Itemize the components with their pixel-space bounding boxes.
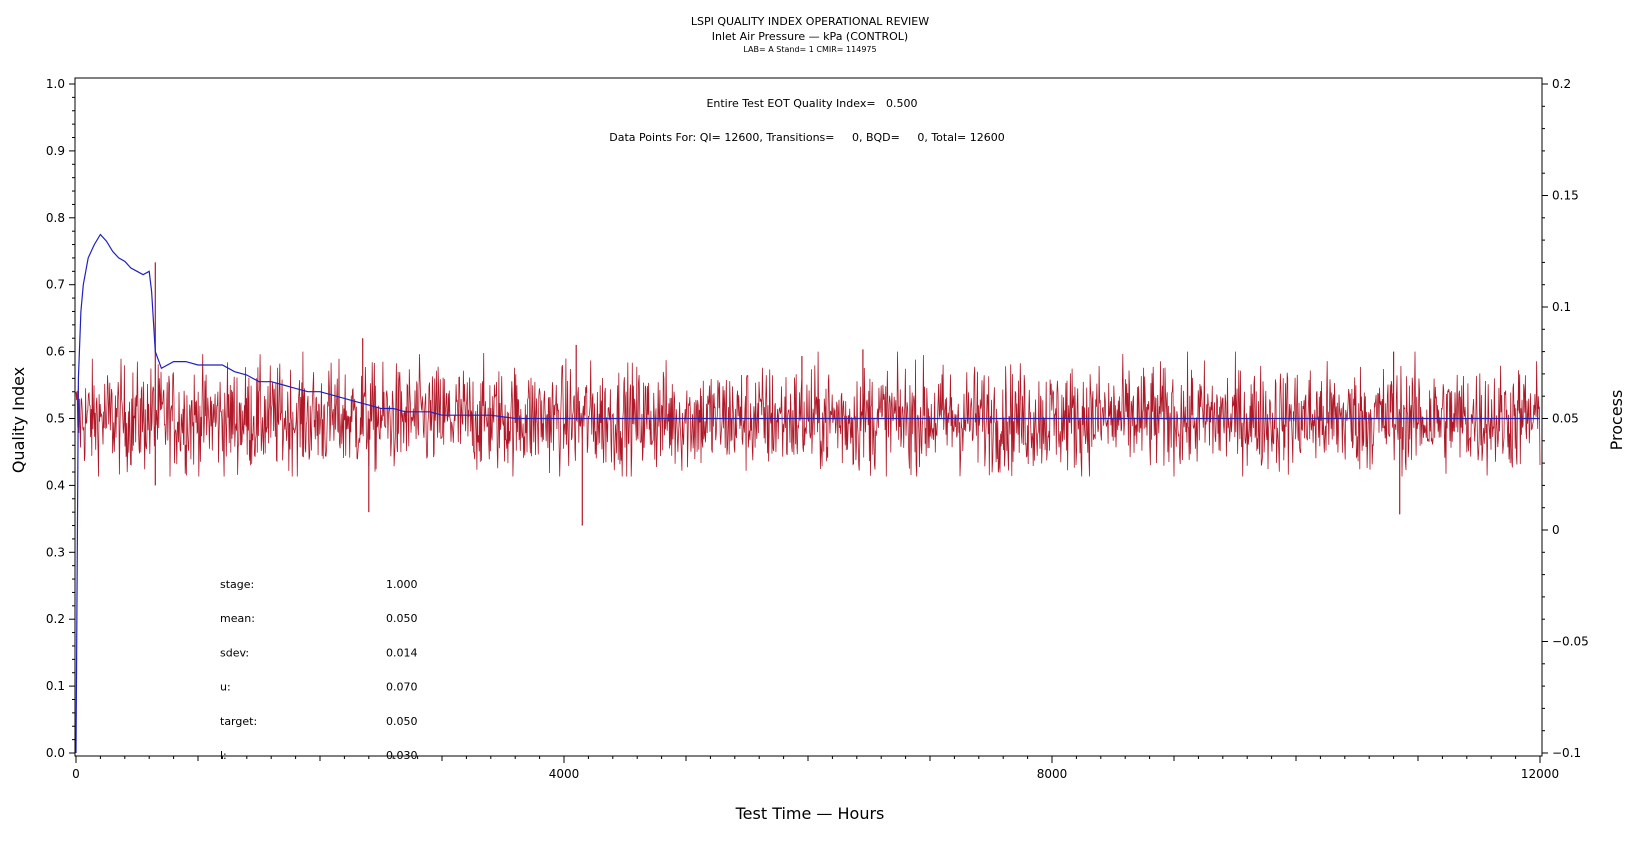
y-left-tick-label: 0.9 (46, 144, 65, 158)
y-right-tick-label: 0 (1552, 523, 1560, 537)
chart-subtitle: Inlet Air Pressure — kPa (CONTROL) (712, 30, 908, 43)
stat-label: mean: (220, 612, 255, 625)
stat-label: target: (220, 715, 257, 728)
stat-label: sdev: (220, 646, 249, 659)
series-layer (75, 233, 1541, 754)
y-right-tick-label: 0.1 (1552, 300, 1571, 314)
y-left-tick-label: 0.2 (46, 612, 65, 626)
stat-label: u: (220, 681, 231, 694)
stat-value: 1.000 (386, 578, 418, 591)
y-right-tick-label: 0.2 (1552, 77, 1571, 91)
stat-label: stage: (220, 578, 254, 591)
stat-value: 0.050 (386, 715, 418, 728)
y-left-tick-label: 0.3 (46, 545, 65, 559)
stat-label: l: (220, 749, 227, 762)
stat-value: 0.014 (386, 646, 418, 659)
y-right-tick-label: 0.05 (1552, 412, 1579, 426)
x-axis-label: Test Time — Hours (735, 804, 885, 823)
axes-layer: 0 4000 8000 12000 0.0 0.1 0.2 0.3 0.4 0.5 0.6 0.7 0.… (46, 77, 1589, 781)
stats-panel: stage: 1.000 mean: 0.050 sdev: 0.014 u: 0.070 ta… (220, 578, 418, 762)
x-tick-label: 4000 (549, 767, 580, 781)
data-points-annotation: Data Points For: QI= 12600, Transitions=… (609, 131, 1004, 144)
x-tick-label: 0 (72, 767, 80, 781)
quality-index-annotation: Entire Test EOT Quality Index= 0.500 (706, 97, 917, 110)
x-tick-label: 8000 (1037, 767, 1068, 781)
y-right-tick-label: −0.05 (1552, 635, 1589, 649)
y-left-tick-label: 0.5 (46, 412, 65, 426)
y-left-tick-label: 0.0 (46, 746, 65, 760)
stat-value: 0.050 (386, 612, 418, 625)
y-right-tick-label: 0.15 (1552, 189, 1579, 203)
y-left-tick-label: 0.1 (46, 679, 65, 693)
process-series-line (75, 351, 1541, 477)
chart-subtitle-lab: LAB= A Stand= 1 CMIR= 114975 (743, 45, 876, 54)
y-axis-right-label: Process (1607, 390, 1626, 451)
y-left-tick-label: 0.8 (46, 211, 65, 225)
x-tick-label: 12000 (1521, 767, 1559, 781)
y-right-tick-label: −0.1 (1552, 746, 1581, 760)
y-left-tick-label: 1.0 (46, 77, 65, 91)
stat-value: 0.070 (386, 681, 418, 694)
chart-title: LSPI QUALITY INDEX OPERATIONAL REVIEW (691, 15, 929, 28)
quality-index-line (75, 233, 1540, 754)
y-left-tick-label: 0.6 (46, 345, 65, 359)
stat-value: 0.030 (386, 749, 418, 762)
y-axis-left-label: Quality Index (9, 367, 28, 473)
y-left-tick-label: 0.4 (46, 478, 65, 492)
y-left-tick-label: 0.7 (46, 278, 65, 292)
